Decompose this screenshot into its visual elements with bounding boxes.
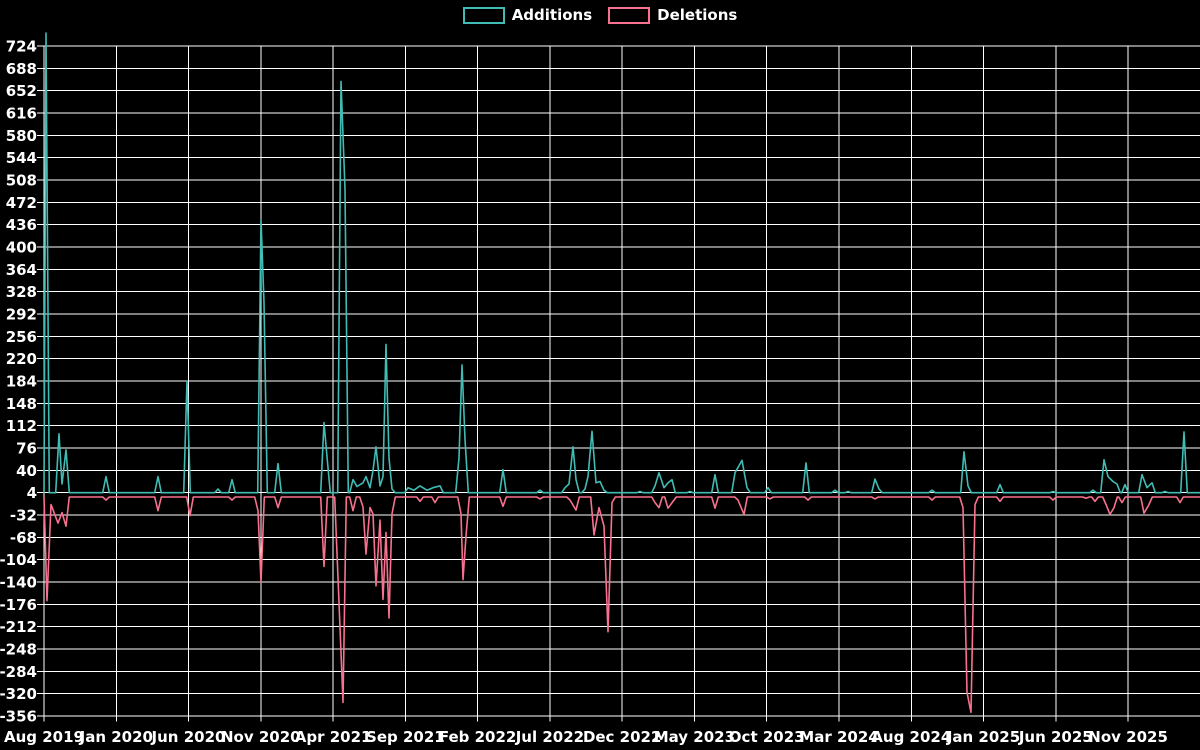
- y-tick-label: 4: [27, 484, 37, 502]
- x-tick-label: Aug 2019: [4, 728, 84, 746]
- y-axis-labels: 724 688 652 616 580 544 508 472 436 400 364 328 292 2…: [0, 38, 37, 726]
- legend-item-deletions[interactable]: Deletions: [608, 6, 737, 24]
- deletions-legend-label: Deletions: [657, 6, 738, 24]
- y-tick-label: -212: [0, 618, 37, 636]
- y-tick-label: 472: [6, 194, 37, 212]
- y-tick-label: -356: [0, 708, 37, 726]
- y-tick-label: -320: [0, 685, 37, 703]
- y-tick-label: -248: [0, 641, 37, 659]
- y-tick-label: 328: [6, 283, 37, 301]
- y-tick-label: 76: [16, 440, 37, 458]
- legend-item-additions[interactable]: Additions: [462, 6, 593, 24]
- chart-legend: Additions Deletions: [0, 6, 1200, 24]
- x-tick-label: Jan 2025: [946, 728, 1020, 746]
- x-tick-label: Oct 2023: [729, 728, 805, 746]
- y-tick-label: 400: [6, 239, 37, 257]
- x-tick-label: Dec 2022: [583, 728, 662, 746]
- y-tick-label: -176: [0, 596, 37, 614]
- y-tick-label: -68: [10, 529, 37, 547]
- y-tick-label: 256: [6, 328, 37, 346]
- y-tick-label: -104: [0, 551, 37, 569]
- y-tick-label: -284: [0, 663, 37, 681]
- deletions-swatch: [608, 6, 651, 24]
- y-tick-label: -140: [0, 574, 37, 592]
- y-tick-label: 184: [6, 373, 37, 391]
- x-tick-label: Feb 2022: [439, 728, 517, 746]
- x-tick-label: Nov 2020: [221, 728, 301, 746]
- y-tick-label: -32: [10, 507, 37, 525]
- x-tick-label: May 2023: [654, 728, 735, 746]
- x-tick-label: Sep 2021: [366, 728, 445, 746]
- x-tick-label: Jun 2025: [1018, 728, 1093, 746]
- y-tick-label: 652: [6, 82, 37, 100]
- y-tick-label: 544: [6, 149, 37, 167]
- y-tick-label: 580: [6, 127, 37, 145]
- x-tick-label: Mar 2024: [799, 728, 878, 746]
- x-tick-label: Jul 2022: [515, 728, 584, 746]
- y-tick-label: 508: [6, 172, 37, 190]
- y-tick-label: 436: [6, 216, 37, 234]
- y-tick-label: 40: [16, 462, 37, 480]
- additions-line: [43, 32, 1200, 494]
- additions-swatch: [462, 6, 505, 24]
- y-tick-label: 364: [6, 261, 37, 279]
- additions-legend-label: Additions: [511, 6, 593, 24]
- x-tick-label: Jun 2020: [151, 728, 226, 746]
- y-tick-label: 724: [6, 38, 37, 56]
- y-tick-label: 112: [6, 417, 37, 435]
- gridlines: [37, 45, 1200, 722]
- x-tick-label: Apr 2021: [295, 728, 372, 746]
- y-tick-label: 616: [6, 105, 37, 123]
- x-tick-label: Nov 2025: [1088, 728, 1168, 746]
- y-tick-label: 148: [6, 395, 37, 413]
- y-tick-label: 220: [6, 350, 37, 368]
- x-tick-label: Jan 2020: [79, 728, 153, 746]
- y-tick-label: 688: [6, 60, 37, 78]
- y-tick-label: 292: [6, 306, 37, 324]
- x-tick-label: Aug 2024: [871, 728, 951, 746]
- deletions-line: [43, 496, 1200, 714]
